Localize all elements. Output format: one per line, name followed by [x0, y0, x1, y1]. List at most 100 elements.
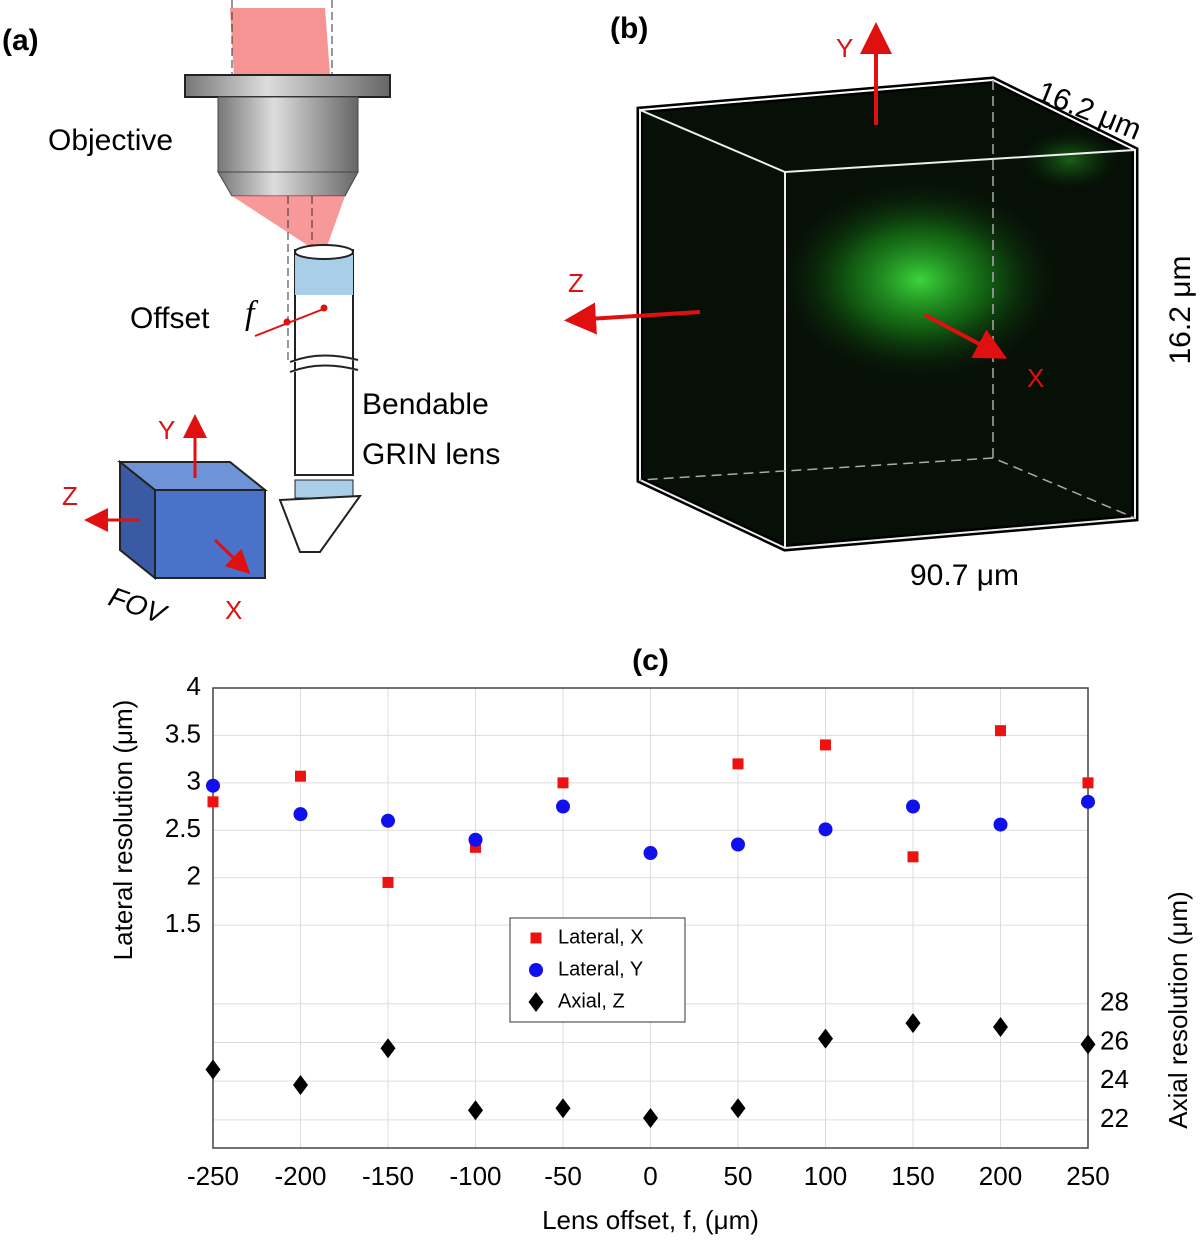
marker-square [995, 725, 1006, 737]
marker-diamond [468, 1100, 483, 1121]
marker-square [530, 932, 542, 944]
y2-axis-label: Axial resolution (μm) [1163, 891, 1193, 1129]
marker-square [907, 851, 919, 863]
x-tick-label: 150 [891, 1161, 934, 1191]
chart-title: (c) [632, 644, 669, 677]
lens-top [294, 244, 354, 260]
y2-tick-label: 26 [1100, 1025, 1129, 1055]
axis-label: Z [568, 268, 584, 298]
axis-label: Y [836, 33, 853, 63]
dimension: 90.7 μm [910, 559, 1019, 592]
marker-circle [529, 963, 543, 977]
offset-dot [283, 318, 291, 326]
lens-label: Bendable [362, 388, 489, 421]
marker-diamond [993, 1016, 1008, 1037]
dimension: 16.2 μm [1164, 256, 1197, 365]
lens-break [289, 354, 359, 373]
marker-circle [468, 832, 483, 847]
objective-body [217, 96, 359, 173]
x-tick-label: 250 [1066, 1161, 1109, 1191]
marker-diamond [555, 1098, 571, 1119]
x-tick-label: -250 [187, 1161, 239, 1191]
marker-circle [643, 846, 658, 861]
marker-circle [1081, 794, 1095, 809]
marker-square [382, 876, 394, 888]
lens-segment [294, 479, 354, 499]
x-tick-label: 50 [724, 1161, 753, 1191]
x-tick-label: -150 [362, 1161, 414, 1191]
edge [639, 457, 994, 481]
offset-symbol: f [245, 295, 259, 332]
marker-circle [731, 837, 745, 852]
y2-tick-label: 24 [1100, 1064, 1129, 1094]
panel-label: (b) [610, 12, 648, 45]
y-tick-label: 2.5 [165, 813, 201, 843]
y2-tick-label: 22 [1100, 1103, 1129, 1133]
plot-frame [212, 687, 1089, 1149]
objective-label: Objective [48, 124, 173, 157]
x-axis-label: Lens offset, f, (μm) [542, 1205, 759, 1235]
lens-segment [295, 255, 353, 295]
panel-b: (b) Y Z X 16.2 μm 16.2 μm 90.7 μm [564, 12, 1197, 592]
marker-circle [906, 799, 920, 814]
marker-diamond [380, 1038, 396, 1059]
objective-flange [184, 74, 391, 98]
offset-label: Offset [130, 302, 210, 335]
marker-diamond [643, 1107, 658, 1128]
marker-circle [381, 813, 395, 828]
marker-square [732, 758, 744, 770]
fluorescence [780, 180, 1060, 380]
legend-label: Lateral, Y [558, 958, 643, 980]
panel-label: (a) [2, 24, 39, 57]
prism [278, 494, 363, 553]
marker-circle [293, 807, 308, 822]
x-tick-label: -200 [274, 1161, 326, 1191]
axis-label: Z [62, 481, 78, 511]
arrow [924, 313, 1008, 359]
marker-diamond [818, 1028, 833, 1049]
x-tick-label: 100 [804, 1161, 847, 1191]
marker-diamond [293, 1075, 308, 1096]
y-tick-label: 2 [187, 861, 201, 891]
marker-diamond [730, 1098, 746, 1119]
marker-circle [206, 778, 220, 793]
axis-label: X [1027, 363, 1044, 393]
marker-diamond [1080, 1034, 1096, 1055]
marker-circle [556, 799, 570, 814]
marker-diamond [528, 992, 544, 1012]
marker-square [295, 770, 306, 782]
beam [230, 8, 330, 78]
panel-a: (a) Objective Offset f Bendable GRIN len… [2, 0, 500, 631]
y2-tick-label: 28 [1100, 987, 1129, 1017]
fluorescence [1020, 130, 1120, 190]
marker-square [470, 841, 481, 853]
y-tick-label: 1.5 [165, 908, 201, 938]
marker-square [1082, 777, 1094, 789]
y-tick-label: 3 [187, 766, 201, 796]
fov-front [154, 489, 266, 579]
objective-tip [217, 171, 359, 197]
marker-diamond [905, 1013, 921, 1034]
fov-label: FOV [105, 581, 172, 631]
axis-label: Y [158, 415, 175, 445]
lens-label: GRIN lens [362, 438, 500, 471]
legend-label: Lateral, X [558, 926, 644, 948]
x-tick-label: 0 [643, 1161, 657, 1191]
marker-circle [993, 817, 1008, 832]
legend-label: Axial, Z [558, 990, 625, 1012]
y-axis-label: Lateral resolution (μm) [108, 700, 138, 961]
marker-diamond [205, 1059, 221, 1080]
offset-dot [320, 304, 328, 312]
marker-circle [818, 822, 833, 837]
marker-square [207, 796, 219, 808]
marker-square [820, 739, 831, 751]
arrow [564, 302, 701, 335]
axis-label: X [225, 595, 242, 625]
marker-square [557, 777, 569, 789]
arrow [213, 538, 251, 575]
x-tick-label: -50 [544, 1161, 582, 1191]
x-tick-label: -100 [449, 1161, 501, 1191]
y-tick-label: 3.5 [165, 718, 201, 748]
y-tick-label: 4 [187, 671, 201, 701]
